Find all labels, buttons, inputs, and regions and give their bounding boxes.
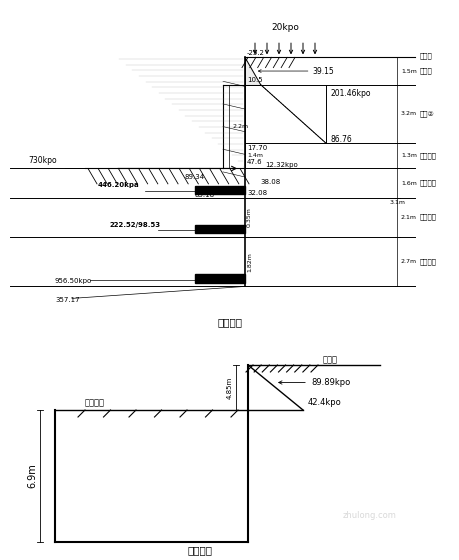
Text: 素填土: 素填土 (419, 68, 432, 74)
Text: -25.2: -25.2 (246, 50, 264, 55)
Text: 42.4kpo: 42.4kpo (308, 398, 341, 407)
Text: 47.6: 47.6 (246, 159, 262, 165)
Text: 1.3m: 1.3m (400, 153, 416, 158)
Text: 2.2m: 2.2m (233, 124, 249, 129)
Text: 土压力图: 土压力图 (217, 318, 242, 328)
Text: 基坑底面: 基坑底面 (85, 398, 105, 407)
Text: 222.52/98.53: 222.52/98.53 (110, 222, 161, 227)
Text: 4.85m: 4.85m (226, 376, 233, 399)
Text: 3.2m: 3.2m (400, 111, 416, 116)
Text: 6.9m: 6.9m (27, 464, 37, 488)
Text: 39.15: 39.15 (312, 67, 334, 76)
Text: 17.70: 17.70 (246, 144, 267, 151)
Text: 20kpo: 20kpo (270, 23, 298, 32)
Text: 201.46kpo: 201.46kpo (330, 88, 370, 98)
Bar (195, 185, 245, 194)
Text: 0.35m: 0.35m (246, 207, 252, 227)
Text: 原地面: 原地面 (419, 52, 432, 59)
Text: 86.76: 86.76 (330, 135, 352, 144)
Text: 730kpo: 730kpo (28, 156, 56, 165)
Text: 2.1m: 2.1m (400, 214, 416, 220)
Bar (195, 225, 245, 234)
Text: zhulong.com: zhulong.com (342, 511, 396, 520)
Text: 89.89kpo: 89.89kpo (310, 378, 349, 387)
Text: 38.08: 38.08 (259, 179, 280, 185)
Bar (195, 274, 245, 283)
Text: 1.5m: 1.5m (400, 68, 416, 73)
Text: 1.4m: 1.4m (246, 153, 263, 158)
Text: 1.6m: 1.6m (400, 180, 416, 185)
Text: 水压力图: 水压力图 (187, 545, 212, 555)
Text: 1.82m: 1.82m (246, 251, 252, 272)
Text: 2.7m: 2.7m (400, 259, 416, 264)
Text: 12.32kpo: 12.32kpo (264, 162, 297, 168)
Text: 85.18: 85.18 (195, 192, 215, 198)
Text: 32.08: 32.08 (246, 190, 267, 196)
Text: 粉质粘土: 粉质粘土 (419, 180, 436, 186)
Text: 粉质粘土: 粉质粘土 (419, 152, 436, 159)
Text: 89.34: 89.34 (185, 174, 205, 180)
Text: 原地面: 原地面 (322, 355, 337, 364)
Polygon shape (245, 57, 260, 85)
Text: 粉质粘土: 粉质粘土 (419, 258, 436, 265)
Text: 3.1m: 3.1m (389, 200, 405, 205)
Text: 10.5: 10.5 (246, 77, 262, 83)
Text: 956.50kpo: 956.50kpo (55, 278, 92, 284)
Text: 357.17: 357.17 (55, 297, 79, 303)
Text: 粉质粘土: 粉质粘土 (419, 214, 436, 221)
Text: 粉质②: 粉质② (419, 110, 434, 117)
Text: 446.20kpa: 446.20kpa (98, 182, 140, 188)
